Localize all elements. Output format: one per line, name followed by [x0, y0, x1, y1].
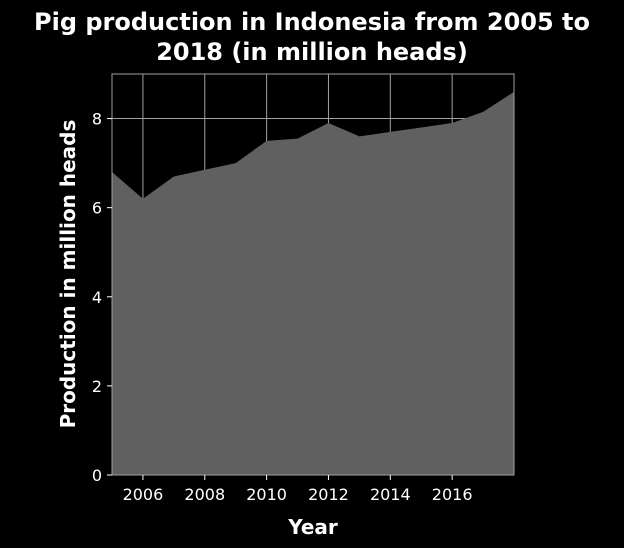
y-tick-label: 4 [92, 288, 102, 307]
y-axis-label: Production in million heads [56, 120, 80, 429]
x-tick-label: 2012 [308, 485, 349, 504]
x-tick-label: 2014 [370, 485, 411, 504]
chart-title-line-1: Pig production in Indonesia from 2005 to [34, 8, 590, 36]
x-tick-label: 2010 [246, 485, 287, 504]
chart-title-line-2: 2018 (in million heads) [156, 38, 468, 66]
y-tick-label: 8 [92, 110, 102, 129]
area-series [112, 91, 514, 476]
y-tick-label: 2 [92, 377, 102, 396]
plot-frame [111, 73, 515, 476]
x-tick-label: 2008 [184, 485, 225, 504]
x-tick-label: 2006 [123, 485, 164, 504]
x-axis-label: Year [287, 515, 338, 539]
axes: 2006 2008 2010 2012 2014 2016 0 2 4 6 8 [92, 73, 515, 504]
y-tick-label: 0 [92, 466, 102, 485]
y-tick-label: 6 [92, 199, 102, 218]
x-tick-label: 2016 [432, 485, 473, 504]
